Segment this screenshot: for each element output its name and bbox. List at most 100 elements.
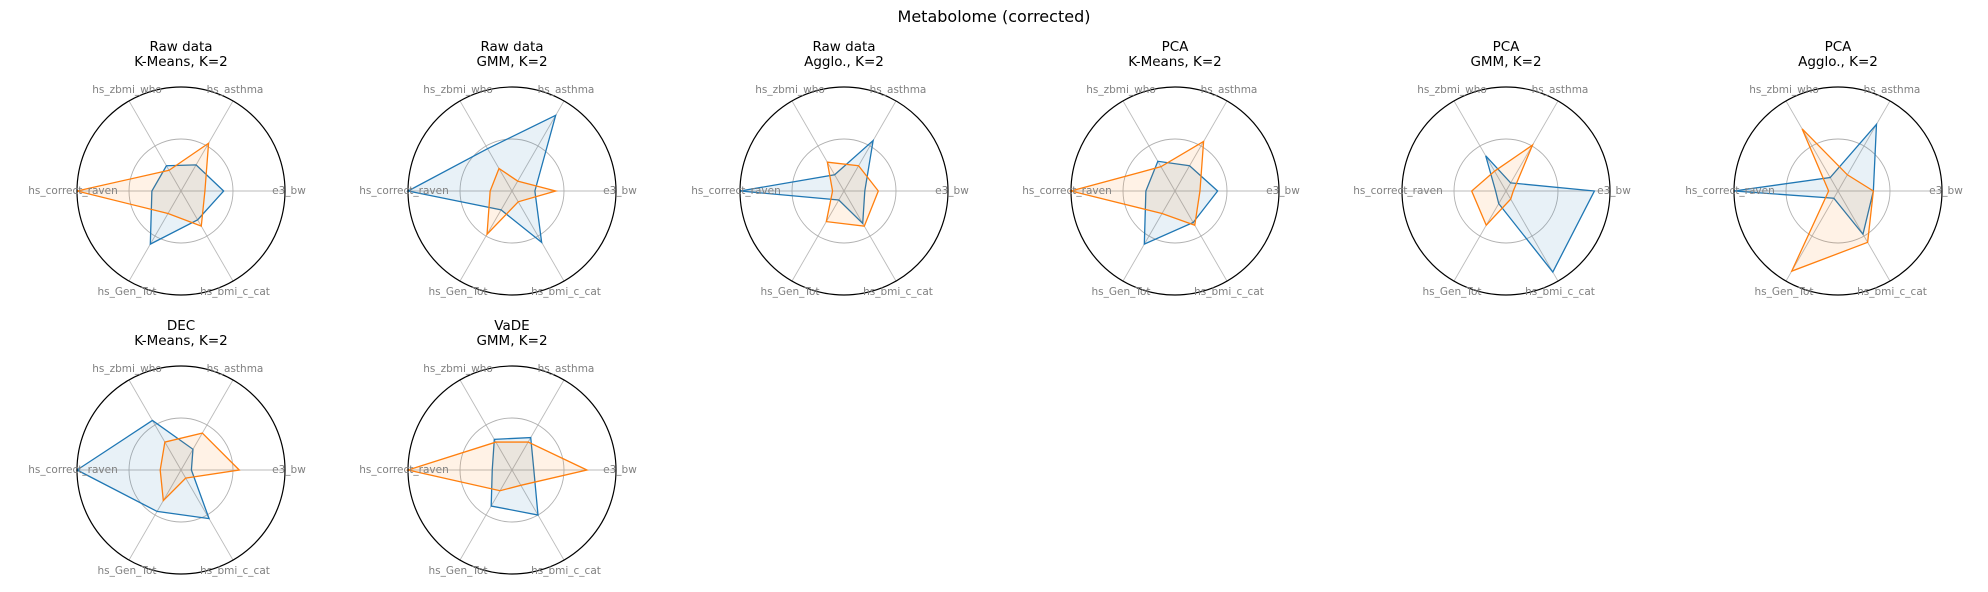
panel-title-line2: GMM, K=2 — [1470, 54, 1541, 70]
panel-title-line2: Agglo., K=2 — [804, 54, 884, 70]
axis-label-hs_Gen_Tot: hs_Gen_Tot — [97, 286, 156, 298]
grid-ring — [128, 138, 234, 244]
axis-label-e3_bw: e3_bw — [1597, 185, 1631, 197]
axis-label-hs_asthma: hs_asthma — [207, 363, 264, 375]
axis-label-hs_bmi_c_cat: hs_bmi_c_cat — [1525, 286, 1595, 298]
axis-label-hs_asthma: hs_asthma — [538, 363, 595, 375]
grid-ring — [459, 417, 565, 523]
axis-label-hs_zbmi_who: hs_zbmi_who — [755, 84, 825, 96]
axis-label-hs_bmi_c_cat: hs_bmi_c_cat — [863, 286, 933, 298]
axis-label-hs_bmi_c_cat: hs_bmi_c_cat — [1194, 286, 1264, 298]
panel-title-line1: PCA — [1162, 39, 1190, 55]
series-2-polygon — [1470, 143, 1534, 227]
axis-label-hs_correct_raven: hs_correct_raven — [691, 185, 780, 197]
radar-panel-5: e3_bw hs_asthma hs_zbmi_who hs_correct_rave… — [1353, 39, 1631, 298]
axis-label-hs_asthma: hs_asthma — [1864, 84, 1921, 96]
series-1-polygon — [1143, 160, 1219, 246]
axis-label-hs_Gen_Tot: hs_Gen_Tot — [428, 565, 487, 577]
axis-label-hs_Gen_Tot: hs_Gen_Tot — [1754, 286, 1813, 298]
axis-label-hs_bmi_c_cat: hs_bmi_c_cat — [531, 565, 601, 577]
axis-label-hs_correct_raven: hs_correct_raven — [359, 464, 448, 476]
axis-label-hs_bmi_c_cat: hs_bmi_c_cat — [200, 286, 270, 298]
axis-label-e3_bw: e3_bw — [1266, 185, 1300, 197]
panel-title-line2: K-Means, K=2 — [134, 333, 227, 349]
axis-label-e3_bw: e3_bw — [272, 185, 306, 197]
axis-label-hs_asthma: hs_asthma — [1532, 84, 1589, 96]
panel-title-line2: GMM, K=2 — [476, 333, 547, 349]
axis-label-e3_bw: e3_bw — [603, 464, 637, 476]
axis-label-hs_Gen_Tot: hs_Gen_Tot — [428, 286, 487, 298]
outer-ring — [1070, 86, 1280, 296]
axis-label-hs_Gen_Tot: hs_Gen_Tot — [97, 565, 156, 577]
axis-label-e3_bw: e3_bw — [935, 185, 969, 197]
axis-label-hs_bmi_c_cat: hs_bmi_c_cat — [200, 565, 270, 577]
grid-ring — [128, 417, 234, 523]
outer-ring — [1733, 86, 1943, 296]
axis-label-hs_Gen_Tot: hs_Gen_Tot — [1091, 286, 1150, 298]
axis-label-hs_zbmi_who: hs_zbmi_who — [1749, 84, 1819, 96]
series-2-polygon — [825, 161, 880, 227]
panel-title-line1: Raw data — [480, 39, 543, 55]
axis-label-hs_zbmi_who: hs_zbmi_who — [423, 84, 493, 96]
panel-title-line1: PCA — [1493, 39, 1521, 55]
series-1-polygon — [406, 114, 557, 244]
series-2-polygon — [1068, 140, 1205, 227]
figure-title: Metabolome (corrected) — [898, 7, 1091, 26]
radar-panel-3: e3_bw hs_asthma hs_zbmi_who hs_correct_rave… — [691, 39, 969, 298]
outer-ring — [739, 86, 949, 296]
radar-panels: e3_bw hs_asthma hs_zbmi_who hs_correct_rave… — [28, 39, 1963, 577]
axis-label-e3_bw: e3_bw — [1929, 185, 1963, 197]
radar-panel-1: e3_bw hs_asthma hs_zbmi_who hs_correct_rave… — [28, 39, 306, 298]
grid-ring — [791, 138, 897, 244]
grid-ring — [1785, 138, 1891, 244]
panel-title-line1: Raw data — [812, 39, 875, 55]
axis-label-hs_bmi_c_cat: hs_bmi_c_cat — [1857, 286, 1927, 298]
series-1-polygon — [1485, 155, 1596, 274]
axis-label-hs_zbmi_who: hs_zbmi_who — [92, 84, 162, 96]
axis-label-hs_bmi_c_cat: hs_bmi_c_cat — [531, 286, 601, 298]
axis-label-hs_asthma: hs_asthma — [1201, 84, 1258, 96]
panel-title-line1: DEC — [167, 318, 195, 334]
axis-label-e3_bw: e3_bw — [603, 185, 637, 197]
series-1-polygon — [490, 436, 539, 516]
panel-title-line2: Agglo., K=2 — [1798, 54, 1878, 70]
axis-label-hs_correct_raven: hs_correct_raven — [28, 464, 117, 476]
grid-ring — [1122, 138, 1228, 244]
axis-label-hs_zbmi_who: hs_zbmi_who — [92, 363, 162, 375]
axis-label-hs_correct_raven: hs_correct_raven — [359, 185, 448, 197]
axis-label-e3_bw: e3_bw — [272, 464, 306, 476]
axis-label-hs_correct_raven: hs_correct_raven — [28, 185, 117, 197]
outer-ring — [407, 86, 617, 296]
axis-label-hs_asthma: hs_asthma — [538, 84, 595, 96]
panel-title-line2: K-Means, K=2 — [134, 54, 227, 70]
radar-panel-8: e3_bw hs_asthma hs_zbmi_who hs_correct_rave… — [359, 318, 637, 577]
axis-label-hs_correct_raven: hs_correct_raven — [1685, 185, 1774, 197]
grid-ring — [459, 138, 565, 244]
axis-label-hs_asthma: hs_asthma — [870, 84, 927, 96]
outer-ring — [407, 365, 617, 575]
axis-label-hs_Gen_Tot: hs_Gen_Tot — [1422, 286, 1481, 298]
panel-title-line2: K-Means, K=2 — [1128, 54, 1221, 70]
panel-title-line2: GMM, K=2 — [476, 54, 547, 70]
axis-label-hs_correct_raven: hs_correct_raven — [1022, 185, 1111, 197]
grid-ring — [1453, 138, 1559, 244]
outer-ring — [76, 365, 286, 575]
radar-panel-2: e3_bw hs_asthma hs_zbmi_who hs_correct_rave… — [359, 39, 637, 298]
panel-title-line1: VaDE — [494, 318, 529, 334]
outer-ring — [76, 86, 286, 296]
series-2-polygon — [486, 167, 559, 236]
panel-title-line1: PCA — [1825, 39, 1853, 55]
axis-label-hs_zbmi_who: hs_zbmi_who — [1086, 84, 1156, 96]
axis-label-hs_zbmi_who: hs_zbmi_who — [423, 363, 493, 375]
axis-label-hs_asthma: hs_asthma — [207, 84, 264, 96]
radar-panel-6: e3_bw hs_asthma hs_zbmi_who hs_correct_rave… — [1685, 39, 1963, 298]
series-2-polygon — [1790, 128, 1875, 273]
axis-label-hs_Gen_Tot: hs_Gen_Tot — [760, 286, 819, 298]
radar-panel-4: e3_bw hs_asthma hs_zbmi_who hs_correct_rave… — [1022, 39, 1300, 298]
axis-label-hs_correct_raven: hs_correct_raven — [1353, 185, 1442, 197]
axis-label-hs_zbmi_who: hs_zbmi_who — [1417, 84, 1487, 96]
panel-title-line1: Raw data — [149, 39, 212, 55]
series-2-polygon — [159, 432, 241, 503]
outer-ring — [1401, 86, 1611, 296]
